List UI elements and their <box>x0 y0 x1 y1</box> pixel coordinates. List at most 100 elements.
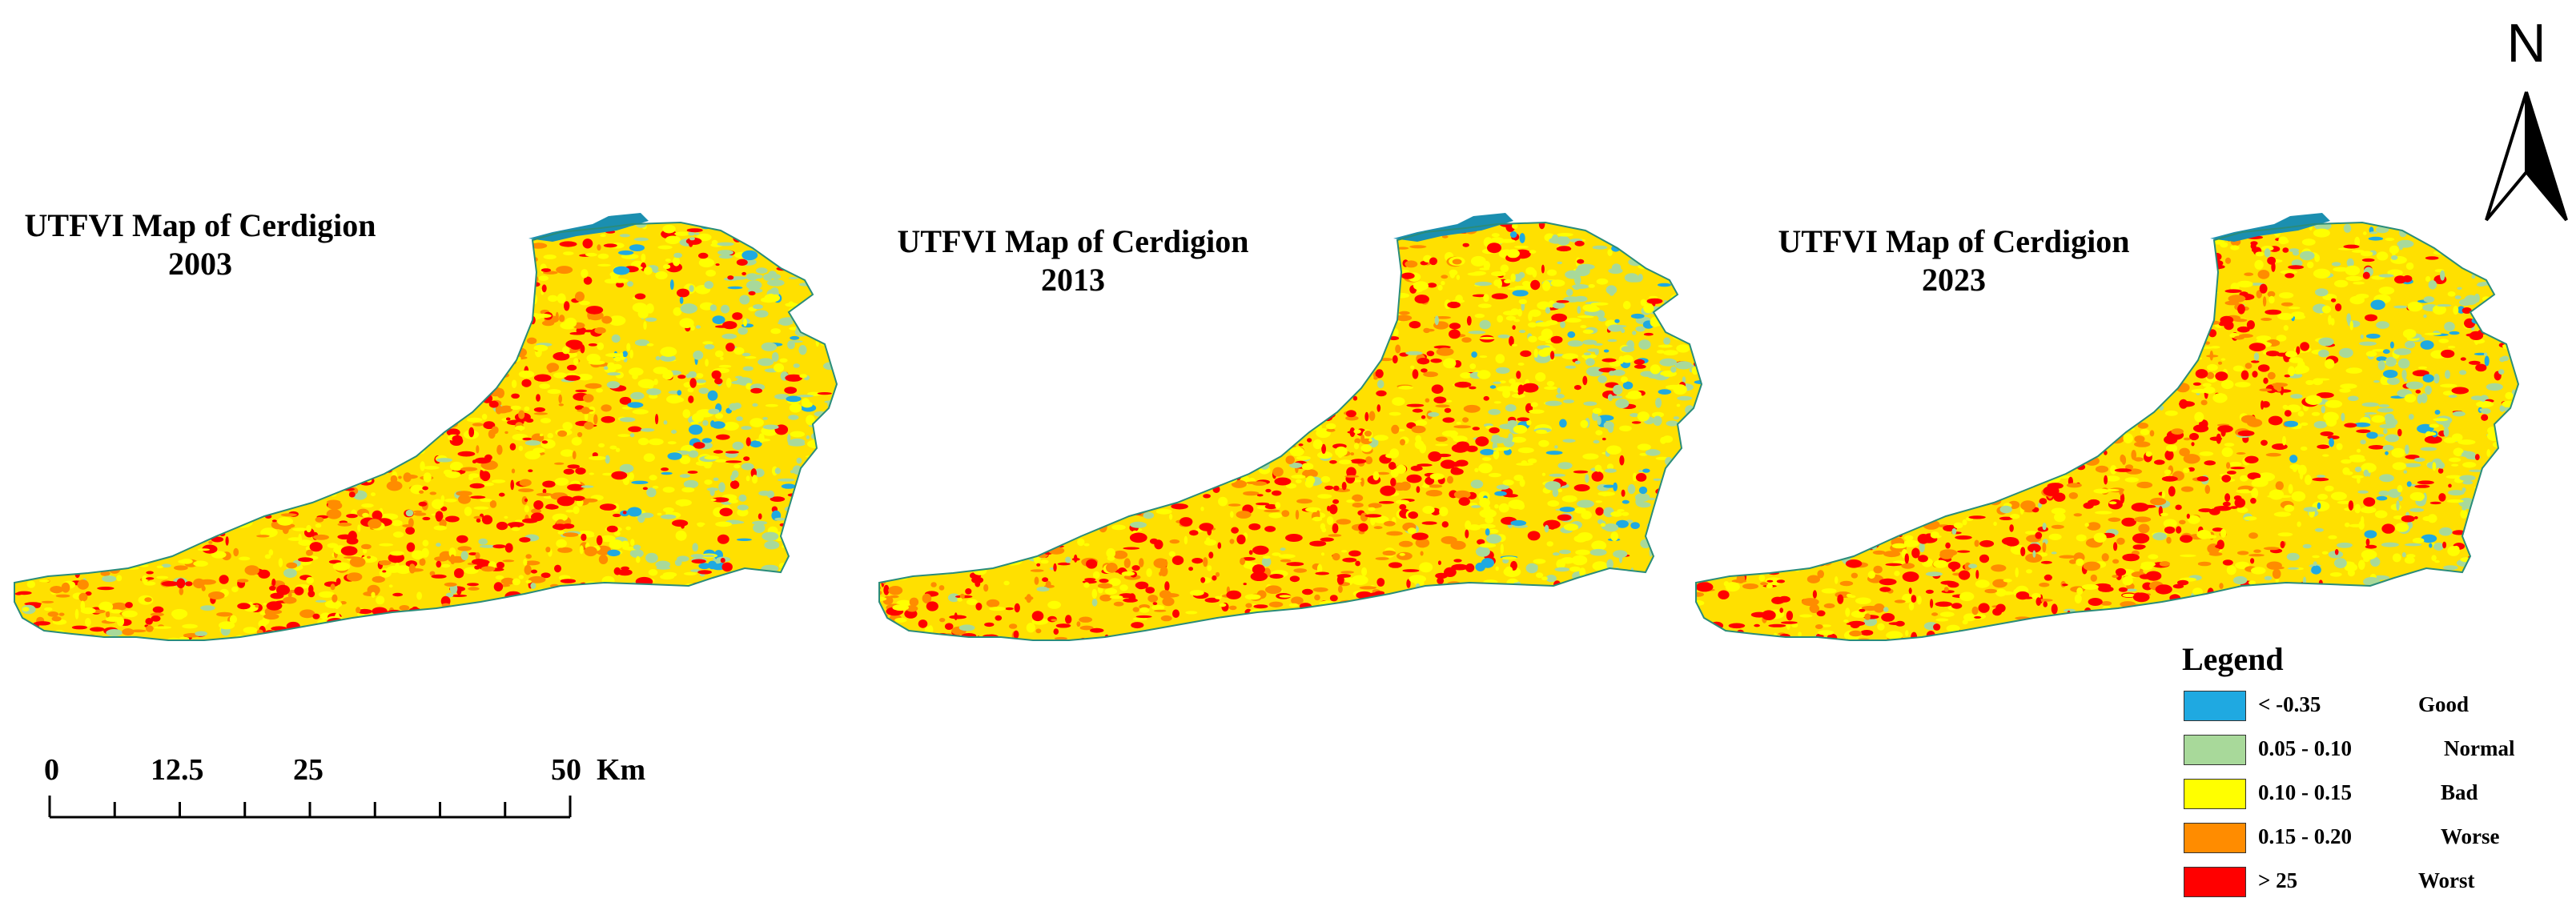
utfvi-patch <box>1328 281 1342 285</box>
utfvi-patch <box>1028 334 1033 343</box>
utfvi-patch <box>545 629 560 638</box>
utfvi-patch <box>812 579 818 587</box>
utfvi-patch <box>1290 314 1308 323</box>
utfvi-patch <box>394 628 401 633</box>
utfvi-patch <box>76 450 86 459</box>
utfvi-patch <box>1526 419 1532 426</box>
utfvi-patch <box>270 307 283 315</box>
utfvi-patch <box>579 630 595 635</box>
utfvi-patch <box>938 543 948 551</box>
utfvi-patch <box>660 618 666 628</box>
utfvi-patch <box>27 507 34 515</box>
utfvi-patch <box>1151 301 1157 307</box>
utfvi-patch <box>454 568 464 578</box>
utfvi-patch <box>1313 637 1327 640</box>
utfvi-patch <box>476 368 489 373</box>
utfvi-patch <box>546 363 560 372</box>
utfvi-patch <box>881 307 894 311</box>
utfvi-patch <box>77 579 89 590</box>
utfvi-patch <box>1611 608 1628 615</box>
utfvi-patch <box>892 488 902 494</box>
utfvi-patch <box>1194 363 1200 370</box>
utfvi-patch <box>97 307 108 318</box>
utfvi-patch <box>1338 585 1343 593</box>
utfvi-patch <box>223 383 229 391</box>
utfvi-patch <box>109 447 115 455</box>
utfvi-patch <box>558 394 562 403</box>
utfvi-patch <box>1286 562 1304 567</box>
utfvi-patch <box>433 237 448 243</box>
utfvi-patch <box>1217 333 1232 343</box>
utfvi-patch <box>143 535 153 540</box>
utfvi-patch <box>360 343 375 353</box>
utfvi-patch <box>698 563 710 570</box>
utfvi-patch <box>42 243 48 248</box>
utfvi-patch <box>1483 294 1489 303</box>
utfvi-patch <box>476 631 483 640</box>
utfvi-patch <box>17 447 22 452</box>
utfvi-patch <box>597 595 616 599</box>
utfvi-patch <box>1497 386 1514 392</box>
utfvi-patch <box>131 319 143 327</box>
utfvi-patch <box>1359 276 1370 286</box>
utfvi-patch <box>1379 631 1384 640</box>
utfvi-patch <box>1212 294 1224 297</box>
utfvi-patch <box>1220 370 1237 375</box>
utfvi-patch <box>1024 595 1034 600</box>
utfvi-patch <box>142 556 152 560</box>
utfvi-patch <box>387 342 399 346</box>
utfvi-patch <box>1392 397 1405 406</box>
utfvi-patch <box>1000 319 1014 327</box>
utfvi-patch <box>1640 591 1644 595</box>
utfvi-patch <box>94 449 111 457</box>
utfvi-patch <box>934 327 942 335</box>
region-outline <box>14 221 838 641</box>
utfvi-patch <box>308 304 316 314</box>
utfvi-patch <box>942 536 946 546</box>
utfvi-patch <box>443 643 460 651</box>
utfvi-patch <box>1510 273 1516 283</box>
utfvi-patch <box>757 640 766 646</box>
utfvi-patch <box>160 517 171 527</box>
utfvi-patch <box>1252 331 1263 335</box>
utfvi-patch <box>798 547 814 551</box>
utfvi-patch <box>448 354 453 365</box>
utfvi-patch <box>1344 380 1352 387</box>
utfvi-patch <box>136 243 149 253</box>
utfvi-patch <box>179 400 191 408</box>
utfvi-patch <box>1123 417 1131 427</box>
utfvi-patch <box>429 571 436 576</box>
utfvi-patch <box>34 343 39 353</box>
utfvi-patch <box>1673 507 1679 515</box>
utfvi-patch <box>336 443 351 448</box>
utfvi-patch <box>156 565 163 568</box>
utfvi-patch <box>1079 347 1083 351</box>
utfvi-patch <box>59 271 68 275</box>
utfvi-patch <box>488 327 500 338</box>
utfvi-patch <box>270 326 277 335</box>
utfvi-patch <box>557 547 573 553</box>
utfvi-patch <box>1320 338 1325 343</box>
utfvi-patch <box>965 471 969 481</box>
utfvi-patch <box>151 231 167 235</box>
utfvi-patch <box>1480 589 1485 599</box>
utfvi-patch <box>265 413 270 423</box>
utfvi-patch <box>372 355 389 359</box>
utfvi-patch <box>1229 539 1235 544</box>
utfvi-patch <box>204 376 222 379</box>
utfvi-patch <box>994 503 1003 513</box>
utfvi-patch <box>275 411 280 422</box>
utfvi-patch <box>1115 395 1124 400</box>
utfvi-patch <box>224 243 239 251</box>
utfvi-patch <box>776 614 784 619</box>
utfvi-patch <box>790 239 805 251</box>
utfvi-patch <box>1132 617 1147 621</box>
utfvi-patch <box>565 317 577 328</box>
utfvi-patch <box>1048 426 1059 431</box>
utfvi-patch <box>1533 626 1540 629</box>
utfvi-patch <box>883 584 890 595</box>
utfvi-patch <box>1304 341 1320 346</box>
utfvi-patch <box>398 266 408 276</box>
utfvi-patch <box>358 419 364 428</box>
utfvi-patch <box>1536 572 1544 579</box>
